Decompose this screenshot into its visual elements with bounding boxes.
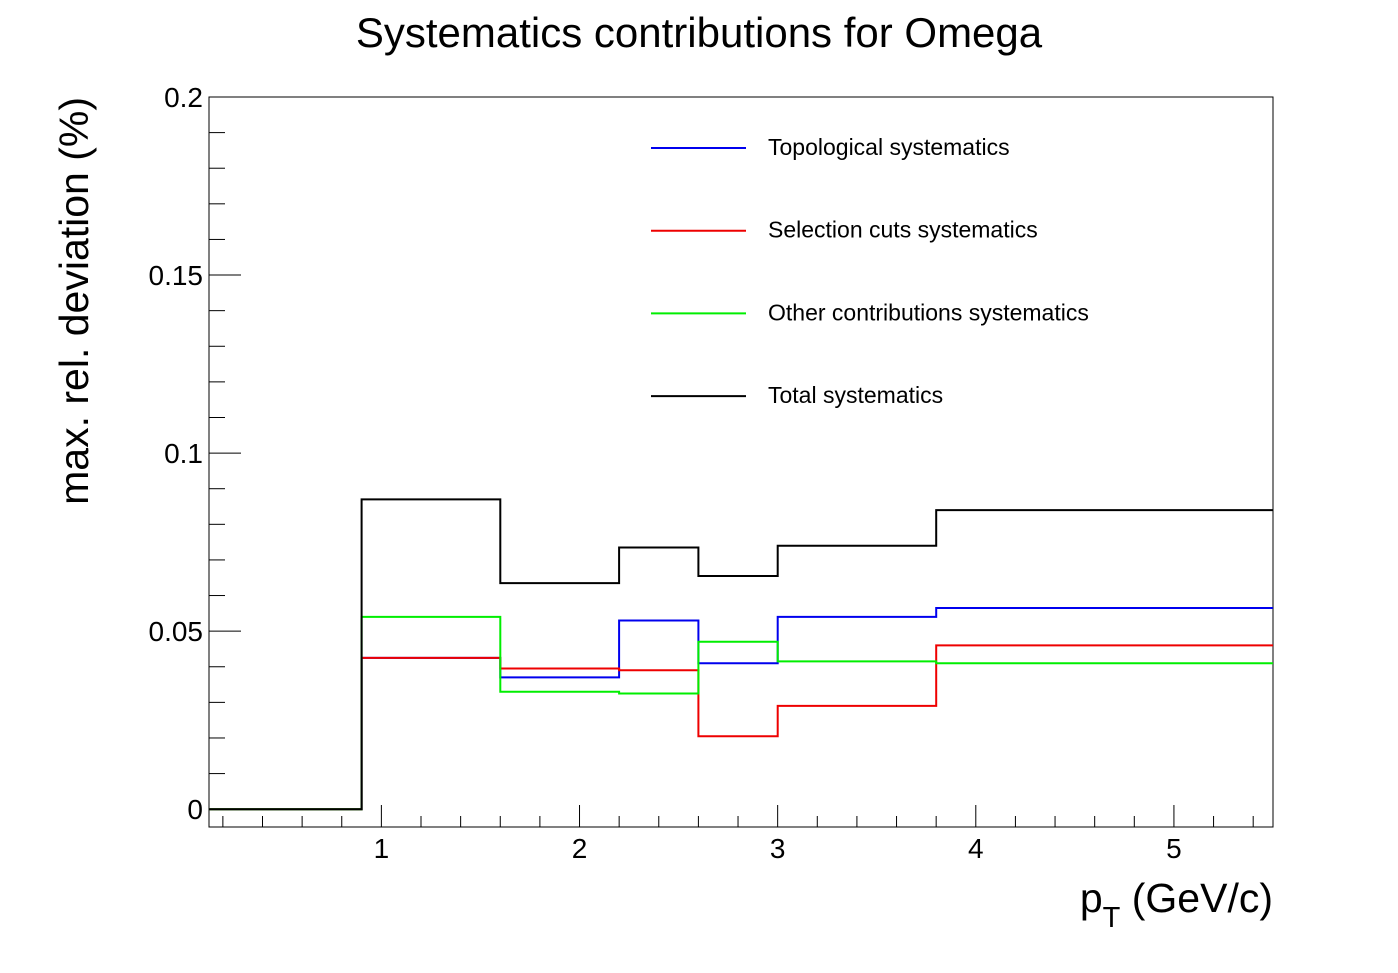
series-line-3 [209,615,1273,811]
x-axis-label-main: p [1080,875,1103,921]
x-axis-label: pT (GeV/c) [1080,875,1273,934]
legend-label-3: Other contributions systematics [768,299,1089,325]
x-axis-label-rest: (GeV/c) [1120,875,1273,921]
y-axis-label: max. rel. deviation (%) [51,97,97,505]
y-tick-label: 0.05 [149,616,204,647]
x-axis-label-subscript: T [1103,902,1121,934]
y-tick-label: 0.15 [149,260,204,291]
x-tick-label: 3 [770,833,786,864]
series-line-2 [209,644,1273,811]
series-line-1 [209,607,1273,811]
chart-title: Systematics contributions for Omega [356,9,1043,56]
y-tick-label: 0 [187,794,203,825]
y-tick-label: 0.1 [164,438,203,469]
legend-label-1: Topological systematics [768,134,1010,160]
legend-label-4: Total systematics [768,382,943,408]
plot-frame [208,96,1274,828]
legend-label-2: Selection cuts systematics [768,217,1038,243]
x-tick-label: 1 [374,833,390,864]
series-line-4 [209,498,1273,811]
y-tick-label: 0.2 [164,82,203,113]
x-tick-label: 4 [968,833,984,864]
x-tick-label: 5 [1166,833,1182,864]
x-tick-label: 2 [572,833,588,864]
